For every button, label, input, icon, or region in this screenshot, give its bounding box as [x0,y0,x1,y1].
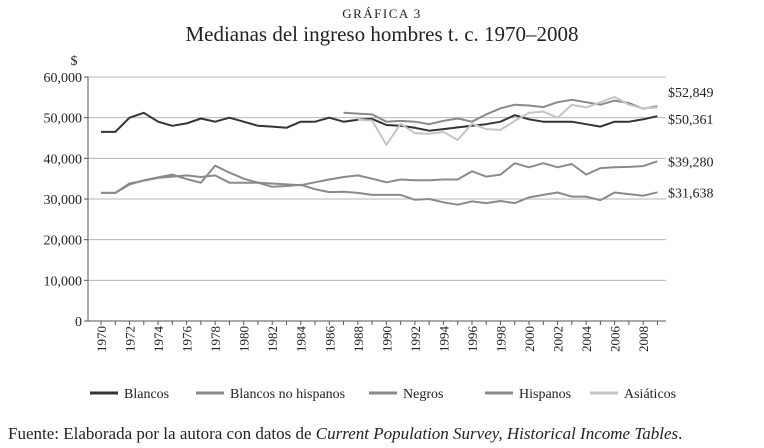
x-tick-label: 1970 [94,326,109,352]
series-line-hispanos [101,164,658,206]
x-tick-label: 1988 [351,326,366,352]
x-tick-label: 1998 [493,326,508,352]
x-tick-label: 1982 [265,326,280,352]
x-tick-label: 1976 [180,326,195,353]
legend-label: Asiáticos [624,387,676,402]
x-tick-label: 2004 [579,326,594,353]
y-tick-label: 0 [75,315,82,330]
source-suffix: . [678,424,683,443]
figure-label: GRÁFICA 3 [342,6,422,21]
x-tick-label: 1986 [322,326,337,353]
y-tick-label: 40,000 [44,152,83,167]
y-tick-label: 60,000 [44,71,83,86]
x-tick-label: 1980 [237,326,252,352]
source-italic: Current Population Survey, Historical In… [315,424,679,443]
legend-label: Blancos [124,387,169,402]
end-value-label: $50,361 [668,113,714,128]
x-tick-label: 1972 [123,326,138,352]
y-axis-label: $ [71,54,78,69]
y-tick-label: 20,000 [44,234,83,249]
series-line-negros [101,160,658,194]
x-tick-label: 1974 [151,326,166,353]
x-tick-label: 2008 [636,326,651,352]
end-value-label: $39,280 [668,155,714,170]
series-line-asiáticos [357,95,658,146]
x-tick-label: 1996 [465,326,480,353]
y-tick-label: 30,000 [44,193,83,208]
end-value-label: $52,849 [668,86,714,101]
chart: 0 10,000 20,000 30,000 40,000 50,000 60,000 $19… [44,54,714,402]
x-tick-label: 1990 [379,326,394,352]
x-tick-label: 1984 [294,326,309,353]
series-line-blancos [101,111,658,133]
series-line-blancos-no-hispanos [343,98,658,126]
x-tick-label: 2002 [551,326,566,352]
legend-label: Blancos no hispanos [230,387,345,402]
legend-label: Hispanos [519,387,571,402]
x-tick-label: 1994 [436,326,451,353]
y-tick-label: 10,000 [44,274,83,289]
source-note: Fuente: Elaborada por la autora con dato… [8,424,682,444]
x-tick-label: 1978 [208,326,223,352]
end-value-label: $31,638 [668,186,714,201]
legend-label: Negros [403,387,443,402]
x-tick-label: 2000 [522,326,537,352]
x-tick-label: 1992 [408,326,423,352]
source-prefix: Fuente: Elaborada por la autora con dato… [8,424,316,443]
chart-title: Medianas del ingreso hombres t. c. 1970–… [185,22,579,46]
y-tick-label: 50,000 [44,112,83,127]
x-tick-label: 2006 [608,326,623,353]
